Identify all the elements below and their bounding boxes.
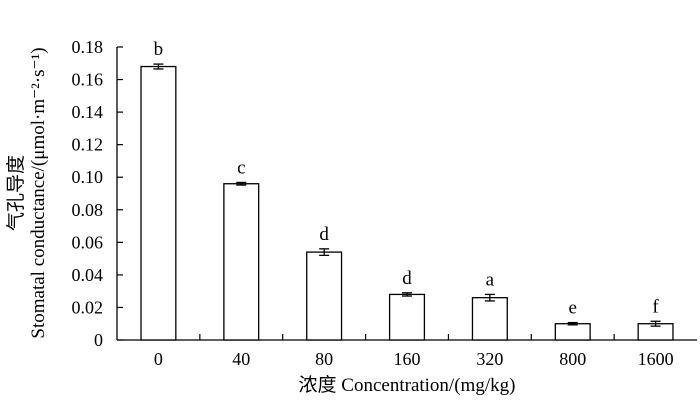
y-tick-label: 0.02 xyxy=(72,297,104,317)
significance-label: b xyxy=(154,39,164,60)
y-tick-label: 0 xyxy=(94,330,103,350)
bar xyxy=(306,251,343,341)
y-tick-label: 0.16 xyxy=(72,70,104,90)
y-tick-label: 0.10 xyxy=(72,167,104,187)
x-tick-label: 800 xyxy=(559,349,586,369)
x-tick-label: 160 xyxy=(394,349,421,369)
y-axis-label-cn: 气孔导度 xyxy=(5,155,27,231)
significance-label: f xyxy=(652,296,659,317)
bar xyxy=(471,297,508,341)
x-tick-label: 80 xyxy=(315,349,333,369)
y-ticks: 0 0.02 0.04 0.06 0.08 0.10 0.12 0.14 0.16 0.18 xyxy=(72,37,123,350)
bars: b c d d a e f xyxy=(140,39,674,341)
bar xyxy=(223,183,260,341)
significance-label: d xyxy=(319,224,329,245)
y-tick-label: 0.06 xyxy=(72,232,104,252)
significance-label: d xyxy=(402,268,412,289)
significance-label: e xyxy=(568,298,576,319)
y-tick-label: 0.18 xyxy=(72,37,104,57)
svg-text:气孔导度: 气孔导度 xyxy=(5,155,27,231)
x-tick-label: 320 xyxy=(476,349,503,369)
x-tick-label: 0 xyxy=(154,349,163,369)
x-axis-label: 浓度 Concentration/(mg/kg) xyxy=(299,374,516,396)
bar xyxy=(140,65,177,341)
significance-label: a xyxy=(486,269,495,290)
y-tick-label: 0.08 xyxy=(72,200,104,220)
y-tick-label: 0.12 xyxy=(72,135,104,155)
bar xyxy=(388,293,426,341)
x-tick-label: 1600 xyxy=(638,349,674,369)
significance-label: c xyxy=(237,157,245,178)
y-tick-label: 0.14 xyxy=(72,102,104,122)
y-axis-label: 气孔导度 Stomatal conductance/(μmol·m⁻²·s⁻¹) xyxy=(5,47,49,338)
x-ticks: 0 40 80 160 320 800 1600 xyxy=(154,334,674,369)
x-tick-label: 40 xyxy=(232,349,250,369)
y-axis-label-en: Stomatal conductance/(μmol·m⁻²·s⁻¹) xyxy=(28,47,49,338)
svg-text:Stomatal conductance/(μmol·m⁻²: Stomatal conductance/(μmol·m⁻²·s⁻¹) xyxy=(28,47,49,338)
bar xyxy=(554,323,591,341)
y-tick-label: 0.04 xyxy=(72,265,104,285)
